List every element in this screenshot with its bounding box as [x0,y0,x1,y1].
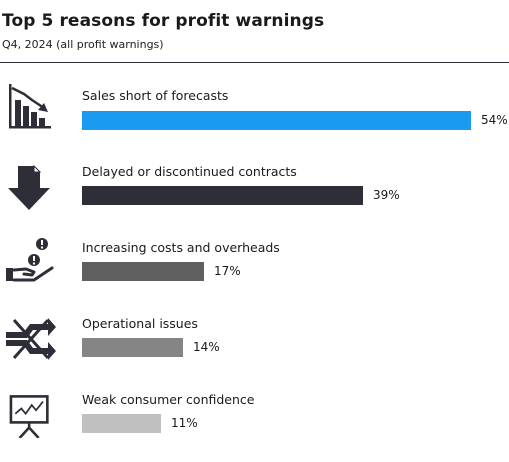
bar-value-label: 11% [171,416,198,430]
down-arrow-document-icon [8,164,50,210]
bar-label: Operational issues [82,316,198,331]
bar [82,111,471,130]
hand-with-coins-icon [6,238,54,282]
chart-subtitle: Q4, 2024 (all profit warnings) [2,38,164,51]
chart-title: Top 5 reasons for profit warnings [2,11,325,31]
bar-row-2: Increasing costs and overheads 17% [0,234,509,310]
bar [82,186,363,205]
bar-value-label: 17% [214,264,241,278]
bar [82,262,204,281]
bar [82,414,161,433]
bar [82,338,183,357]
bar-label: Weak consumer confidence [82,392,255,407]
bar-row-1: Delayed or discontinued contracts 39% [0,158,509,234]
bar-row-0: Sales short of forecasts 54% [0,82,509,158]
declining-bar-chart-icon [9,84,51,129]
bar-value-label: 39% [373,188,400,202]
bar-value-label: 54% [481,113,508,127]
bar-row-4: Weak consumer confidence 11% [0,386,509,462]
bar-label: Sales short of forecasts [82,88,229,103]
bar-label: Delayed or discontinued contracts [82,164,297,179]
header-divider [0,62,509,63]
bar-label: Increasing costs and overheads [82,240,280,255]
bar-row-3: Operational issues 14% [0,310,509,386]
crossed-arrows-icon [6,318,56,360]
bar-value-label: 14% [193,340,220,354]
presentation-board-icon [9,395,49,438]
